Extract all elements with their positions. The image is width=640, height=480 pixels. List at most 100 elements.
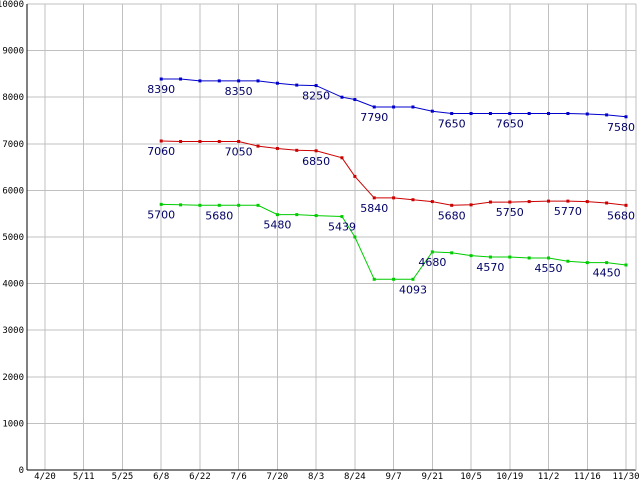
data-point [314, 84, 318, 88]
data-point [256, 144, 260, 148]
data-point [237, 203, 241, 207]
x-tick-label: 8/3 [308, 472, 324, 480]
data-point [469, 112, 473, 116]
data-point [237, 139, 241, 143]
y-tick-label: 3000 [2, 326, 24, 336]
data-point [340, 156, 344, 160]
x-tick-labels: 4/20 5/11 5/25 6/8 6/22 7/6 7/20 8/3 8/24 9/7 9/21… [34, 472, 639, 480]
data-point [566, 199, 570, 203]
x-tick-label: 9/7 [385, 472, 401, 480]
x-tick-label: 6/8 [153, 472, 169, 480]
data-point [256, 203, 260, 207]
data-point [217, 79, 221, 83]
data-point [411, 198, 415, 202]
data-label: 5750 [496, 206, 524, 219]
y-tick-label: 1000 [2, 419, 24, 429]
data-point [198, 79, 202, 83]
data-point [450, 251, 454, 255]
data-point [411, 277, 415, 281]
data-point [372, 196, 376, 200]
data-point [527, 112, 531, 116]
y-tick-label: 7000 [2, 140, 24, 150]
data-point [353, 235, 357, 239]
data-label: 7580 [607, 121, 635, 134]
data-label: 4570 [476, 261, 504, 274]
data-label: 4450 [593, 267, 621, 280]
data-point [430, 109, 434, 113]
data-point [392, 105, 396, 109]
data-point [450, 112, 454, 116]
y-tick-label: 4000 [2, 280, 24, 290]
data-point [488, 255, 492, 259]
x-tick-label: 7/6 [231, 472, 247, 480]
data-point [488, 112, 492, 116]
x-tick-label: 11/2 [538, 472, 560, 480]
data-point [547, 256, 551, 260]
data-label: 5840 [360, 202, 388, 215]
data-point [430, 250, 434, 254]
series [159, 77, 628, 281]
data-label: 7050 [225, 145, 253, 158]
x-tick-label: 4/20 [34, 472, 56, 480]
data-point [353, 98, 357, 102]
x-tick-label: 10/19 [496, 472, 523, 480]
data-label: 6850 [302, 155, 330, 168]
data-label: 8390 [147, 83, 175, 96]
data-point [450, 203, 454, 207]
data-point [340, 215, 344, 219]
data-point [392, 196, 396, 200]
y-tick-label: 8000 [2, 93, 24, 103]
data-point [488, 200, 492, 204]
data-point [275, 81, 279, 85]
data-point [430, 200, 434, 204]
data-point [469, 254, 473, 258]
data-point [585, 261, 589, 265]
data-point [527, 200, 531, 204]
data-point [624, 115, 628, 119]
x-tick-label: 6/22 [189, 472, 211, 480]
data-label: 7650 [496, 118, 524, 131]
data-point [256, 79, 260, 83]
data-point [392, 277, 396, 281]
data-point [295, 83, 299, 87]
data-label: 7790 [360, 111, 388, 124]
data-point [624, 263, 628, 267]
data-point [469, 203, 473, 207]
axes [26, 4, 637, 471]
data-label: 5480 [263, 219, 291, 232]
data-point [547, 112, 551, 116]
data-label: 7650 [438, 118, 466, 131]
data-point [585, 112, 589, 116]
data-point [159, 202, 163, 206]
y-tick-label: 5000 [2, 233, 24, 243]
data-point [508, 112, 512, 116]
data-point [275, 146, 279, 150]
data-point [217, 203, 221, 207]
data-point [198, 139, 202, 143]
data-point [585, 200, 589, 204]
data-point [237, 79, 241, 83]
data-point [353, 174, 357, 178]
data-point [527, 256, 531, 260]
grid [27, 3, 636, 470]
data-point [624, 203, 628, 207]
data-point [295, 213, 299, 217]
data-label: 7060 [147, 145, 175, 158]
data-point [547, 199, 551, 203]
data-point [198, 203, 202, 207]
data-point [372, 277, 376, 281]
data-label: 5700 [147, 208, 175, 221]
y-tick-label: 0 [19, 466, 24, 476]
data-point [159, 77, 163, 81]
data-point [411, 105, 415, 109]
x-tick-label: 5/25 [112, 472, 134, 480]
data-labels: 8390 8350 8250 7790 7650 7650 7580 7060 7050 6850… [147, 83, 635, 296]
data-label: 5680 [205, 209, 233, 222]
data-point [566, 112, 570, 116]
data-label: 8350 [225, 85, 253, 98]
data-label: 5770 [554, 205, 582, 218]
data-label: 5680 [607, 209, 635, 222]
x-tick-label: 11/30 [612, 472, 639, 480]
data-label: 4680 [418, 256, 446, 269]
y-tick-label: 6000 [2, 186, 24, 196]
